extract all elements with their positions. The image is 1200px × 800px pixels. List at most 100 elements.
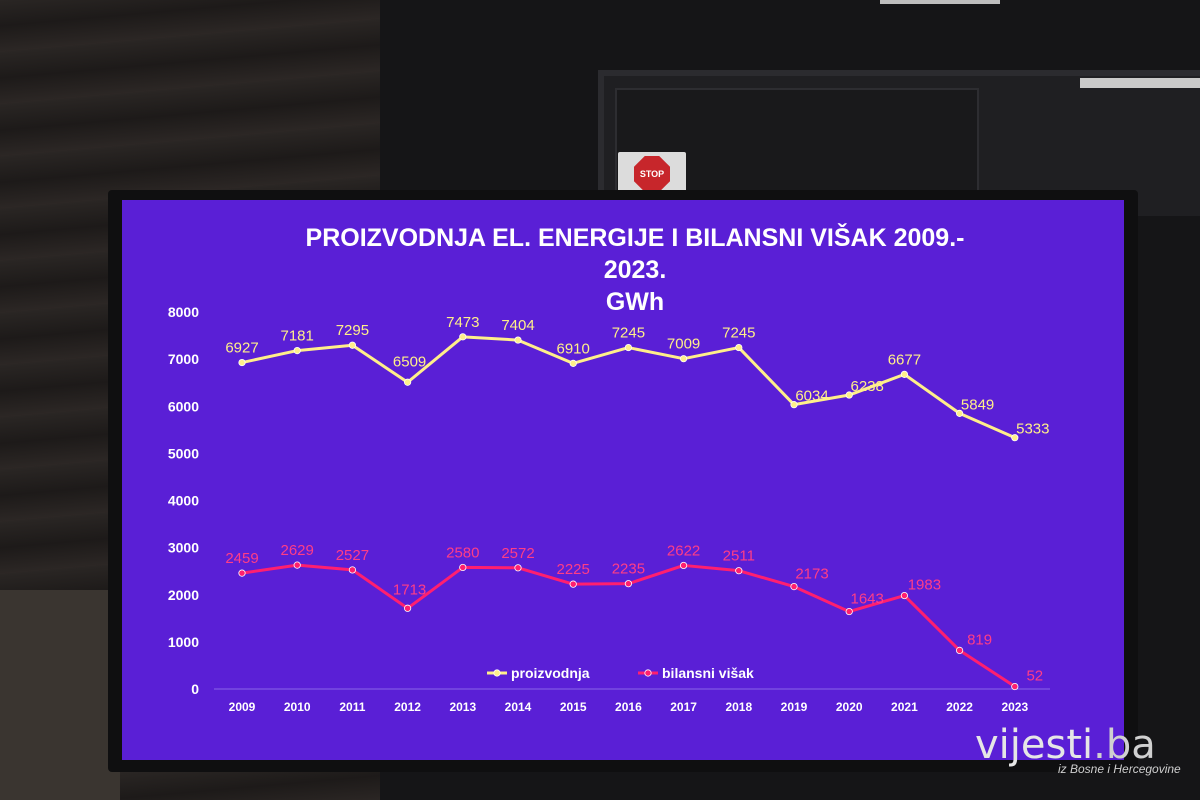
- data-label: 2459: [225, 550, 258, 567]
- x-tick-label: 2013: [449, 700, 476, 714]
- data-point: [348, 566, 356, 574]
- x-tick-label: 2010: [284, 700, 311, 714]
- data-point: [238, 358, 246, 367]
- data-point: [845, 607, 853, 616]
- watermark-tld: .ba: [1093, 722, 1156, 768]
- data-label: 2173: [795, 566, 828, 583]
- x-tick-label: 2017: [670, 700, 697, 714]
- wall-light: [1080, 78, 1200, 88]
- data-point: [459, 563, 467, 572]
- data-point: [735, 343, 743, 352]
- floor-area: [0, 590, 120, 800]
- data-point: [900, 370, 909, 378]
- data-point: [514, 564, 522, 572]
- x-tick-label: 2015: [560, 700, 587, 714]
- data-label: 2225: [557, 561, 590, 578]
- x-tick-label: 2023: [1001, 700, 1028, 714]
- y-tick-label: 8000: [168, 304, 199, 320]
- data-point: [790, 401, 798, 409]
- data-label: 6509: [393, 353, 426, 370]
- data-point: [1011, 682, 1019, 691]
- data-label: 2235: [612, 561, 645, 578]
- data-label: 7295: [336, 322, 369, 339]
- legend-label: bilansni višak: [662, 665, 754, 681]
- legend-swatch-marker: [644, 669, 652, 677]
- chart-title: PROIZVODNJA EL. ENERGIJE I BILANSNI VIŠA…: [0, 222, 1200, 318]
- data-label: 7404: [501, 317, 534, 334]
- data-point: [679, 355, 688, 363]
- data-label: 6034: [795, 388, 828, 405]
- ceiling-light: [880, 0, 1000, 4]
- data-label: 2511: [723, 548, 755, 565]
- legend-label: proizvodnja: [511, 665, 590, 681]
- chart-title-line2: 2023.: [603, 256, 667, 284]
- watermark-brand: vijesti: [975, 722, 1094, 768]
- x-tick-label: 2019: [781, 700, 808, 714]
- data-label: 7473: [446, 314, 479, 331]
- stop-sign-icon: STOP: [634, 156, 670, 192]
- chart-title-line1: PROIZVODNJA EL. ENERGIJE I BILANSNI VIŠA…: [305, 224, 965, 252]
- data-point: [569, 359, 577, 367]
- x-tick-label: 2016: [615, 700, 642, 714]
- x-tick-label: 2014: [505, 700, 532, 714]
- data-point: [348, 341, 356, 349]
- data-label: 6910: [557, 340, 590, 357]
- data-point: [293, 561, 301, 569]
- x-tick-label: 2020: [836, 700, 863, 714]
- legend-swatch-marker: [493, 669, 501, 677]
- data-point: [955, 646, 964, 655]
- y-tick-label: 1000: [168, 634, 199, 650]
- data-point: [569, 580, 577, 588]
- data-label: 6927: [225, 340, 258, 357]
- data-point: [238, 569, 246, 577]
- y-tick-label: 3000: [168, 540, 199, 556]
- x-tick-label: 2021: [891, 700, 918, 714]
- data-point: [955, 409, 964, 417]
- watermark-logo: vijesti.ba: [975, 722, 1156, 768]
- data-label: 5849: [961, 396, 994, 413]
- data-label: 2572: [501, 545, 534, 562]
- data-label: 7245: [612, 325, 645, 342]
- data-point: [735, 567, 743, 575]
- data-point: [514, 336, 522, 344]
- stop-sign: STOP: [618, 152, 686, 196]
- y-tick-label: 4000: [168, 493, 199, 509]
- x-tick-label: 2018: [725, 700, 752, 714]
- y-tick-label: 5000: [168, 445, 199, 461]
- data-label: 2527: [336, 547, 369, 564]
- data-label: 7181: [281, 328, 314, 345]
- data-label: 5333: [1016, 421, 1049, 438]
- watermark-tagline: iz Bosne i Hercegovine: [1058, 762, 1181, 776]
- y-tick-label: 7000: [168, 351, 199, 367]
- data-label: 6677: [888, 351, 921, 368]
- data-point: [679, 561, 688, 570]
- data-point: [845, 391, 853, 399]
- data-label: 2580: [446, 544, 479, 561]
- data-label: 1643: [851, 591, 884, 608]
- x-tick-label: 2009: [229, 700, 256, 714]
- data-label: 1983: [908, 577, 941, 594]
- x-tick-label: 2011: [339, 700, 365, 714]
- y-tick-label: 6000: [168, 398, 199, 414]
- data-label: 819: [967, 631, 992, 648]
- data-label: 1713: [393, 581, 426, 598]
- data-point: [1011, 434, 1019, 442]
- data-label: 2629: [281, 542, 314, 559]
- data-label: 52: [1026, 668, 1043, 685]
- data-label: 7009: [667, 336, 700, 353]
- data-point: [403, 604, 412, 612]
- data-label: 7245: [722, 325, 755, 342]
- data-point: [293, 346, 301, 355]
- x-tick-label: 2022: [946, 700, 973, 714]
- data-point: [403, 378, 412, 386]
- y-tick-label: 2000: [168, 587, 199, 603]
- data-point: [624, 580, 633, 588]
- chart-subtitle: GWh: [605, 288, 665, 316]
- tv-screen: [122, 200, 1124, 760]
- data-point: [790, 582, 798, 591]
- data-point: [459, 333, 467, 341]
- data-point: [624, 343, 633, 352]
- x-tick-label: 2012: [394, 700, 421, 714]
- data-point: [900, 591, 909, 600]
